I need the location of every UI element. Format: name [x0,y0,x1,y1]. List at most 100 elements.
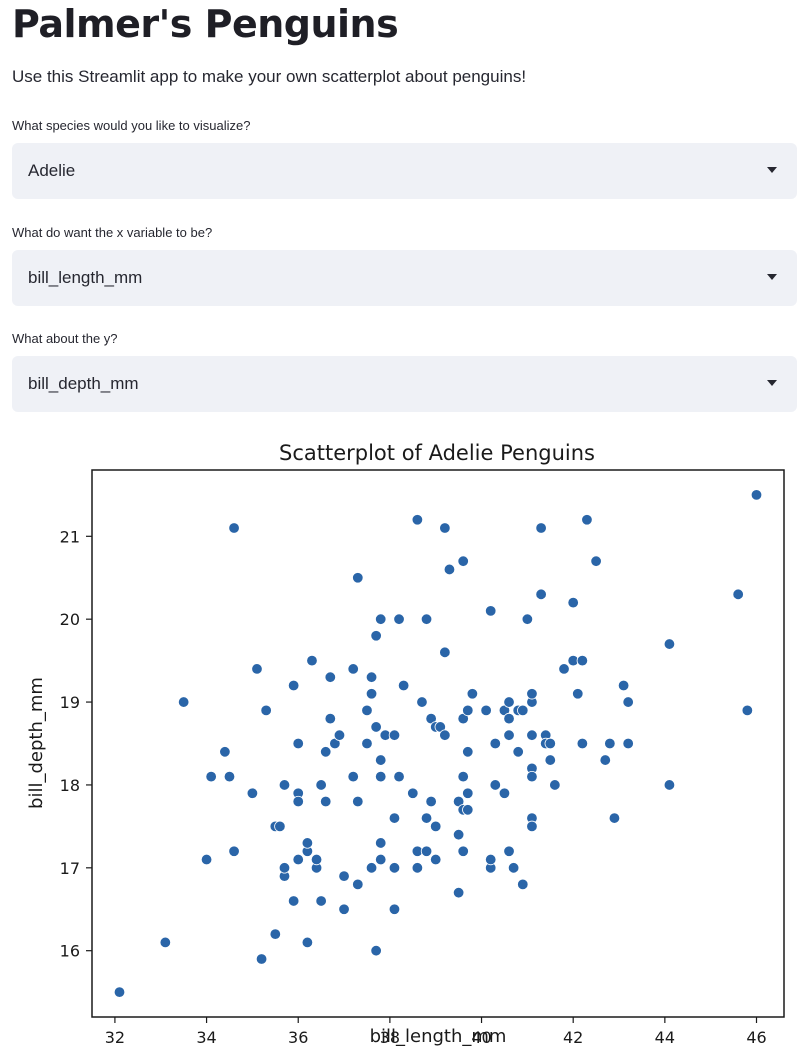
data-point [443,563,456,576]
data-point [549,779,561,791]
data-point [287,895,300,907]
data-point [526,770,538,783]
data-point [278,862,291,874]
chevron-down-icon [767,167,777,173]
data-point [365,671,378,683]
data-point [526,820,538,833]
y-tick-label: 18 [60,776,80,795]
data-point [365,688,378,700]
data-point [416,696,428,708]
data-point [324,712,337,725]
data-point [544,737,556,750]
x-tick-label: 36 [288,1028,308,1047]
data-points [113,489,763,998]
data-point [255,953,268,965]
data-point [462,787,474,799]
data-point [347,770,359,783]
y-tick-label: 16 [60,942,80,961]
data-point [457,770,469,783]
y-variable-select-value: bill_depth_mm [28,374,139,393]
x-variable-select[interactable]: bill_length_mm [12,250,797,306]
x-variable-select-value: bill_length_mm [28,268,143,287]
data-point [301,936,314,949]
x-tick-label: 40 [471,1028,491,1047]
data-point [338,870,350,882]
x-tick-label: 32 [105,1028,125,1047]
data-point [430,853,442,866]
data-point [581,514,593,526]
data-point [375,837,387,849]
data-point [365,862,378,874]
data-point [292,737,304,750]
y-axis-ticks: 16 17 18 19 20 21 [60,527,92,961]
data-point [393,613,405,625]
chevron-down-icon [767,380,777,386]
data-point [388,903,401,915]
data-point [576,737,589,750]
scatterplot-chart: Scatterplot of Adelie Penguins 32 34 36 38 4… [0,430,807,1055]
data-point [452,886,465,899]
plot-frame [91,469,785,1018]
data-point [388,862,401,874]
y-tick-label: 19 [60,693,80,712]
data-point [352,878,364,891]
x-tick-label: 34 [196,1028,216,1047]
data-point [452,828,465,841]
x-variable-select-label: What do want the x variable to be? [12,225,213,240]
data-point [352,795,364,808]
data-point [439,646,451,659]
y-axis-label: bill_depth_mm [26,677,47,809]
species-select-label: What species would you like to visualize… [12,118,251,133]
data-point [301,837,314,849]
y-variable-select-label: What about the y? [12,331,118,346]
data-point [439,522,451,534]
data-point [347,663,359,675]
data-point [466,688,479,700]
chevron-down-icon [767,274,777,280]
data-point [113,986,126,998]
data-point [251,663,263,675]
data-point [375,613,387,625]
data-point [521,613,534,625]
data-point [310,853,323,866]
data-point [306,654,318,667]
species-select-value: Adelie [28,161,76,180]
data-point [503,712,515,725]
data-point [200,853,213,866]
data-point [576,654,589,667]
data-point [732,588,744,601]
data-point [411,862,424,874]
x-axis-label: bill_length_mm [370,1026,507,1047]
data-point [223,770,236,783]
data-point [425,795,437,808]
data-point [517,704,529,717]
y-variable-select[interactable]: bill_depth_mm [12,356,797,412]
data-point [375,754,387,766]
data-point [622,737,634,750]
data-point [397,679,410,692]
species-select[interactable]: Adelie [12,143,797,199]
data-point [219,746,231,758]
x-tick-label: 42 [563,1028,583,1047]
data-point [370,630,382,642]
data-point [430,820,442,833]
x-tick-label: 46 [746,1028,766,1047]
data-point [361,737,373,750]
data-point [260,704,272,717]
data-point [375,770,387,783]
data-point [324,671,337,683]
data-point [507,862,520,874]
data-point [420,845,433,857]
data-point [741,704,754,717]
data-point [535,522,547,534]
page-title: Palmer's Penguins [12,2,399,46]
data-point [526,729,538,741]
data-point [485,853,497,866]
data-point [462,704,474,717]
data-point [228,522,240,534]
data-point [388,729,401,741]
data-point [246,787,259,799]
data-point [388,812,401,824]
chart-title: Scatterplot of Adelie Penguins [279,441,595,465]
data-point [177,696,190,708]
